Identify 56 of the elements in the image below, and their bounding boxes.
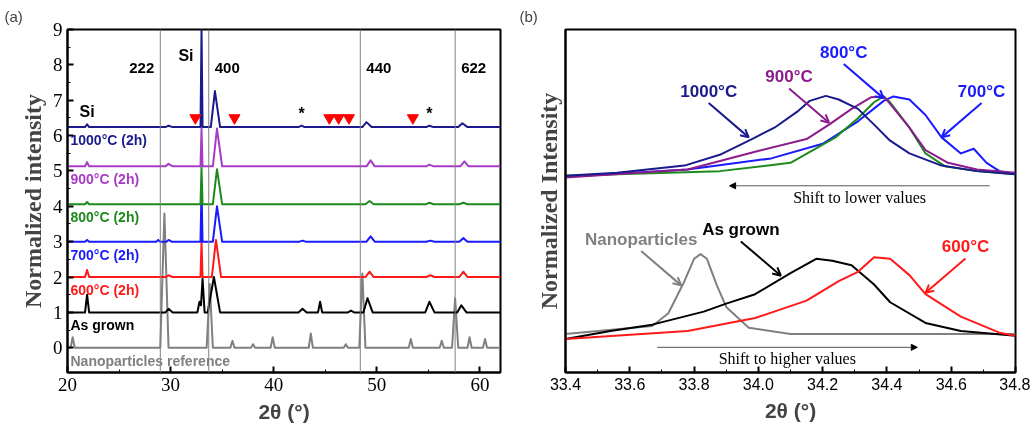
annotation: 700°C [957,82,1006,101]
annotation: * [298,104,306,122]
series-label: 1000°C (2h) [70,132,147,149]
series-label: 700°C (2h) [70,246,140,263]
y-tick-label: 4 [53,195,63,217]
annotation: Si [79,103,95,121]
x-tick-label: 33.4 [549,375,582,393]
y-tick-label: 7 [53,89,63,111]
annotation: Shift to lower values [793,188,927,206]
y-tick-label: 0 [53,337,63,359]
annotation: 1000°C [680,82,738,101]
x-tick-label: 34.2 [807,375,839,393]
x-axis-title: 2θ (°) [258,399,310,423]
line-series [67,127,501,168]
annotation: 600°C [941,237,990,257]
line-series [67,238,501,279]
annotation: 440 [366,59,392,77]
annotation: * [426,104,434,122]
annotation: 222 [129,59,155,77]
annotation: Si [178,47,194,64]
x-axis-title: 2θ (°) [764,398,817,422]
series-label: 900°C (2h) [70,171,140,188]
series-label: 600°C (2h) [70,282,140,299]
annotation: 622 [461,59,487,77]
x-tick-label: 50 [367,373,387,395]
y-axis-title: Normalized Intensity [535,92,562,310]
series-label: 800°C (2h) [70,209,140,226]
x-tick-label: 60 [470,373,490,395]
annotation: As grown [702,220,780,240]
line-series [67,166,501,206]
x-tick-label: 33.6 [614,375,646,393]
y-tick-label: 9 [53,19,63,40]
x-tick-label: 34.6 [935,375,967,393]
annotation: Nanoparticles [585,229,698,249]
y-tick-label: 5 [53,160,63,182]
y-tick-label: 8 [53,54,63,76]
line-series [67,29,501,129]
chart-title: (b) [519,7,538,25]
annotation: 900°C [765,67,813,87]
chart-title: (a) [4,7,23,25]
x-tick-label: 34.4 [871,375,903,393]
y-axis-title: Normalized intensity [20,94,46,308]
y-tick-label: 2 [53,266,63,288]
series-label: As grown [70,317,135,334]
y-tick-label: 1 [53,301,63,323]
annotation: Shift to higher values [718,350,856,369]
annotation: 800°C [819,43,868,62]
x-tick-label: 30 [161,373,181,395]
x-tick-label: 34.0 [742,375,775,393]
y-tick-label: 3 [53,231,63,253]
x-tick-label: 40 [264,373,284,395]
x-tick-label: 33.8 [678,375,710,393]
annotation: 400 [214,59,240,77]
y-tick-label: 6 [53,125,63,147]
x-tick-label: 20 [58,373,77,395]
x-tick-label: 34.8 [999,375,1030,393]
